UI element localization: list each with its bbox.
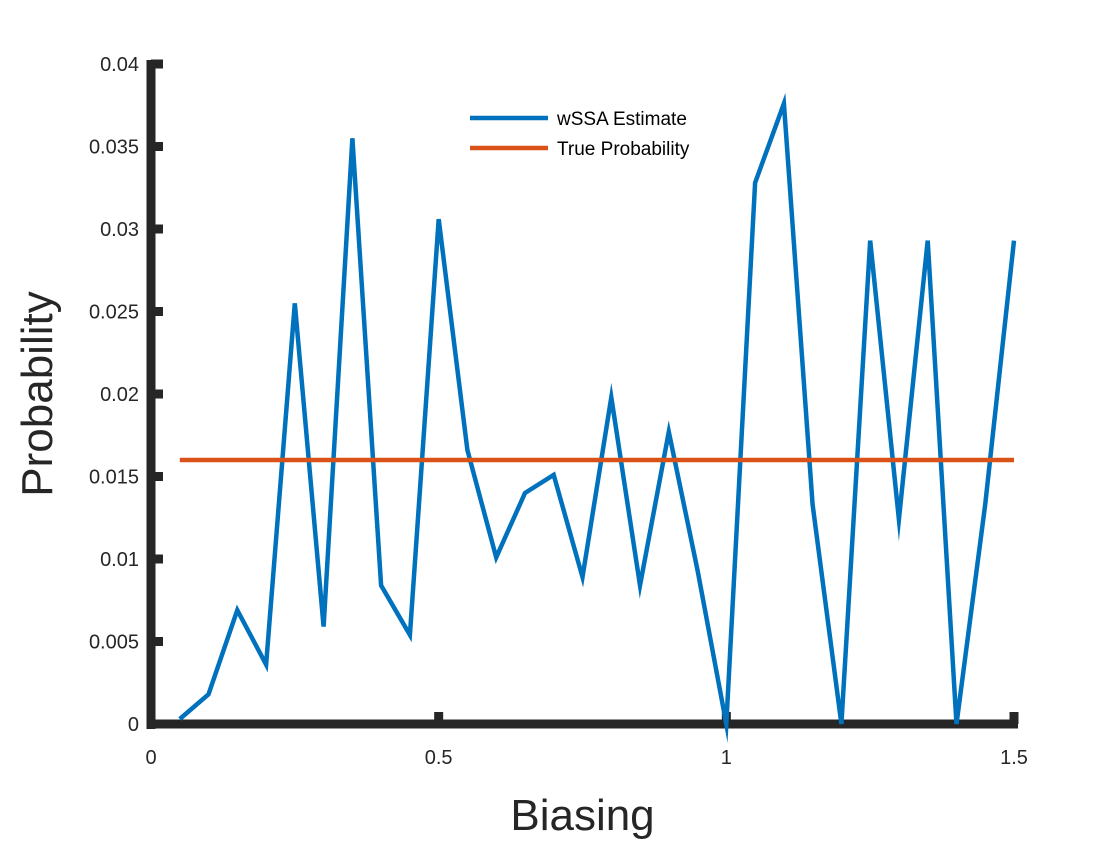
- y-tick-label: 0.015: [89, 467, 139, 489]
- x-tick-label: 0: [145, 747, 156, 769]
- y-tick-label: 0.035: [89, 137, 139, 159]
- series-layer: [178, 92, 1017, 743]
- y-tick-label: 0.025: [89, 302, 139, 324]
- legend-label-true-probability: True Probability: [557, 139, 690, 160]
- legend: wSSA Estimate True Probability: [470, 109, 690, 160]
- y-tick-label: 0.005: [89, 632, 139, 654]
- y-tick-label: 0.01: [100, 549, 139, 571]
- y-tick-label: 0.04: [100, 54, 139, 76]
- y-tick-label: 0.02: [100, 384, 139, 406]
- axes: 0 0.005 0.01 0.015 0.02 0.025 0.03 0.035 0.04 0 0.…: [89, 54, 1028, 769]
- x-tick-label: 0.5: [425, 747, 453, 769]
- x-axis-title: Biasing: [510, 791, 654, 840]
- x-tick-label: 1.5: [1000, 747, 1028, 769]
- series-line-wssa-estimate: [178, 92, 1017, 743]
- legend-label-wssa-estimate: wSSA Estimate: [556, 109, 687, 130]
- y-axis-title: Probability: [13, 291, 62, 496]
- y-tick-label: 0.03: [100, 219, 139, 241]
- x-tick-label: 1: [721, 747, 732, 769]
- y-tick-label: 0: [128, 714, 139, 736]
